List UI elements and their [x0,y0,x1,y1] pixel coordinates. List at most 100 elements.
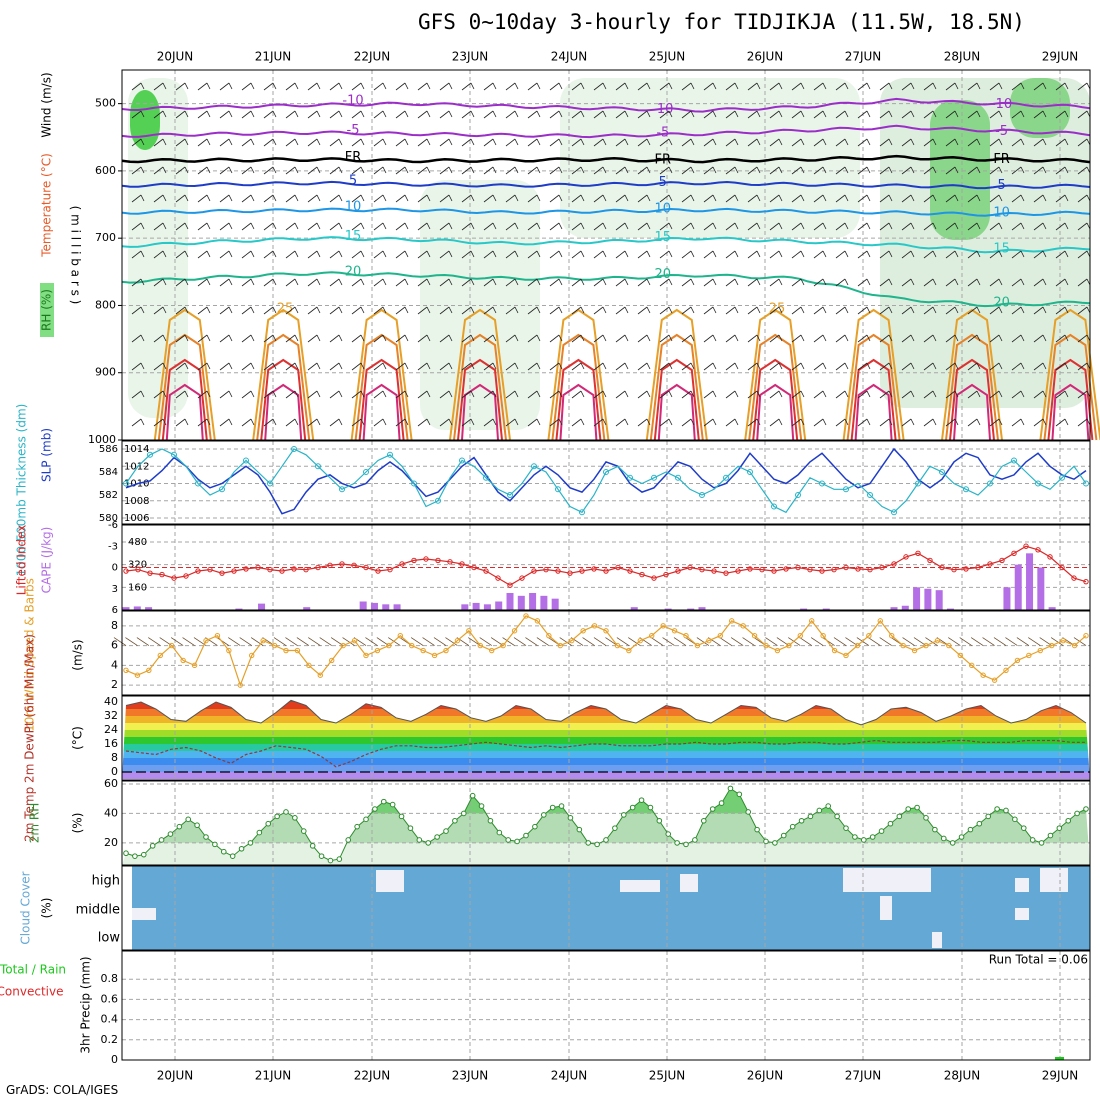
wind-barb [404,222,409,230]
wind-barb [461,390,472,399]
wind-barb [835,362,846,371]
wind-barb [1011,166,1022,175]
wind-barb [800,306,805,314]
wind-barb [140,390,145,398]
wind-barb [954,250,959,258]
wind-barb [580,362,585,370]
wind-barb [1011,306,1022,315]
wind-barb [681,82,692,91]
wind-barb [294,222,299,230]
wind-barb [197,138,208,147]
wind-barb [140,166,145,174]
wind-speed-point [489,647,495,654]
wind-barb [250,334,255,342]
wind-barb [637,110,648,119]
wind-barb [725,418,736,427]
wind-barb [1064,306,1069,314]
wind-barb [219,166,230,175]
wind-barb [580,390,585,398]
wind-barb [197,362,208,371]
wind-barb [140,418,145,426]
low-level-isotherm [350,308,413,441]
wind-barb [461,82,472,91]
wind-barb [219,82,230,91]
wind-barb [637,390,648,399]
wind-barb [426,390,431,398]
wind-barb [712,110,717,118]
wind-speed-point [249,652,255,659]
rh-point [816,807,823,814]
rh-point [887,820,894,827]
isotherm-label: 25 [277,301,294,316]
wind-barb [681,418,692,427]
wind-barb [571,138,582,147]
wind-barb [285,82,296,91]
wind-barb [338,138,343,146]
wind-barb [263,82,274,91]
wind-barb [1055,362,1066,371]
li-point [1011,550,1017,557]
wind-barb [329,250,340,259]
wind-barb [505,390,516,399]
low-level-isotherm [453,333,507,441]
wind-barb [1077,82,1088,91]
li-point [903,554,909,560]
wind-barb [998,362,1003,370]
wind-barb [549,390,560,399]
wind-barb [602,278,607,286]
wind-barb [813,222,824,231]
wind-barb [976,362,981,370]
wind-barb [184,334,189,342]
wind-barb [272,222,277,230]
wind-barb [954,306,959,314]
cape-bar [890,607,898,610]
chart-title: GFS 0~10day 3-hourly for TIDJIKJA (11.5W… [418,10,1025,34]
wind-barb [285,306,296,315]
wind-barb [514,250,519,258]
wind-barb [285,250,296,259]
wind-barb [954,222,959,230]
wind-barb [351,362,362,371]
rh-point [300,828,307,834]
wind-speed-point [1014,657,1021,664]
wind-barb [285,418,296,427]
wind-barb [373,222,384,231]
thickness-point [939,469,945,475]
rh-point [523,832,529,839]
wind-barb [338,166,343,174]
wind-barb [197,194,208,203]
wind-speed-point [934,637,941,644]
li-point [831,566,837,573]
rh-point [478,803,485,809]
wind-barb [1042,110,1047,118]
wind-barb [527,306,538,315]
day-label-bottom: 28JUN [944,1069,981,1083]
surface-wind-barb [1016,637,1030,646]
wind-barb [492,194,497,202]
wind-barb [998,194,1003,202]
low-level-isotherm [949,358,995,441]
rh-point [487,817,494,824]
rh-point [140,851,147,858]
wind-barb [602,390,607,398]
wind-barb [417,418,428,427]
wind-barb [307,194,318,203]
slp-tick-label: 1012 [124,461,149,472]
rh-point [656,817,663,824]
wind-barb [417,166,428,175]
rh-point [514,838,520,845]
wind-barb [659,334,670,343]
wind-barb [571,110,582,119]
wind-barb [448,362,453,370]
wind-barb [637,138,648,147]
rh-frame [121,780,1091,866]
wind-barb [637,222,648,231]
temp-band [122,709,1090,716]
wind-barb [967,110,978,119]
wind-barb [690,306,695,314]
surface-wind-barb [822,637,835,646]
wind-barb [910,418,915,426]
wind-barb [404,278,409,286]
li-tick-label: 3 [112,584,118,595]
